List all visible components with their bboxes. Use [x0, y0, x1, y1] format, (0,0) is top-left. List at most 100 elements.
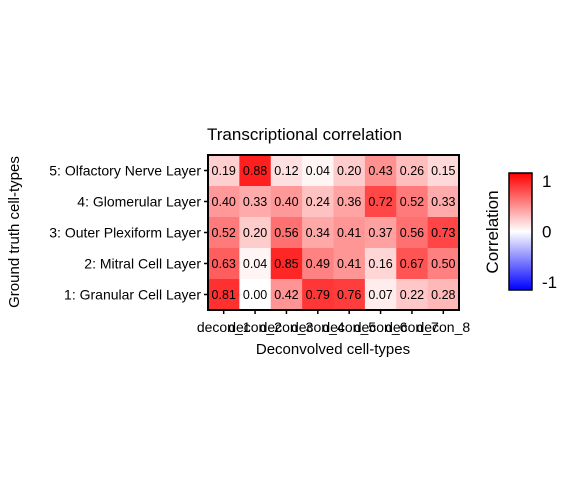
heatmap-cell [302, 279, 334, 311]
cell-value-label: 0.88 [243, 164, 267, 178]
heatmap-cell [427, 186, 460, 218]
x-tick-label: decon_5 [322, 319, 376, 335]
y-tick-label: 3: Outer Plexiform Layer [49, 225, 201, 241]
heatmap-cell [208, 186, 240, 218]
x-tick-label: decon_1 [197, 319, 251, 335]
x-tick-label: decon_4 [291, 319, 345, 335]
heatmap-cell [239, 155, 272, 187]
cell-value-label: 0.42 [274, 288, 298, 302]
cell-value-label: 0.15 [431, 164, 455, 178]
cell-value-label: 0.28 [431, 288, 455, 302]
heatmap-cell [364, 155, 397, 187]
heatmap-cell [239, 217, 272, 249]
heatmap-cell [270, 248, 303, 280]
cell-value-label: 0.04 [243, 257, 267, 271]
heatmap-cell [270, 217, 303, 249]
heatmap-cell [427, 279, 460, 311]
cell-value-label: 0.52 [400, 195, 424, 209]
cell-value-label: 0.81 [212, 288, 236, 302]
cell-value-label: 0.20 [337, 164, 361, 178]
heatmap-cell [208, 155, 240, 187]
y-axis-title: Ground truth cell-types [6, 156, 23, 308]
heatmap-cell [427, 155, 460, 187]
cell-value-label: 0.12 [274, 164, 298, 178]
heatmap-cell [208, 217, 240, 249]
heatmap-cell [396, 279, 429, 311]
heatmap-cell [364, 248, 397, 280]
cell-value-label: 0.40 [274, 195, 298, 209]
cell-value-label: 0.63 [212, 257, 236, 271]
cell-value-label: 0.56 [400, 226, 424, 240]
x-tick-label: decon_8 [416, 319, 470, 335]
cell-value-label: 0.67 [400, 257, 424, 271]
cell-value-label: 0.73 [431, 226, 455, 240]
cell-value-label: 0.36 [337, 195, 361, 209]
x-axis: decon_1decon_2decon_3decon_4decon_5decon… [197, 310, 470, 335]
heatmap-cell [427, 248, 460, 280]
y-tick-label: 2: Mitral Cell Layer [84, 256, 201, 272]
heatmap-cell [302, 248, 334, 280]
heatmap-cell [396, 217, 429, 249]
legend-tick-label: 0 [542, 223, 551, 242]
cell-value-label: 0.40 [212, 195, 236, 209]
heatmap-cell [396, 155, 429, 187]
cell-value-label: 0.43 [368, 164, 392, 178]
heatmap-cell [396, 248, 429, 280]
heatmap-cell [302, 186, 334, 218]
heatmap-cell [333, 248, 366, 280]
legend-ticks: 1 0 -1 [542, 172, 557, 292]
cell-value-label: 0.76 [337, 288, 361, 302]
heatmap-cell [239, 248, 272, 280]
cell-value-label: 0.19 [212, 164, 236, 178]
heatmap-cell-labels: 0.19 0.88 0.12 0.04 0.20 0.43 0.26 0.15 0.40 0.33… [212, 164, 456, 302]
cell-value-label: 0.07 [368, 288, 392, 302]
x-tick-label: decon_6 [354, 319, 408, 335]
cell-value-label: 0.26 [400, 164, 424, 178]
y-tick-label: 1: Granular Cell Layer [64, 287, 201, 303]
heatmap-cell [364, 279, 397, 311]
heatmap-cell [302, 155, 334, 187]
x-tick-label: decon_2 [228, 319, 282, 335]
cell-value-label: 0.37 [368, 226, 392, 240]
cell-value-label: 0.20 [243, 226, 267, 240]
cell-value-label: 0.00 [243, 288, 267, 302]
cell-value-label: 0.34 [306, 226, 330, 240]
cell-value-label: 0.49 [306, 257, 330, 271]
legend-tick-label: -1 [542, 273, 557, 292]
heatmap-cells [208, 155, 460, 311]
heatmap-cell [364, 186, 397, 218]
cell-value-label: 0.50 [431, 257, 455, 271]
cell-value-label: 0.33 [243, 195, 267, 209]
cell-value-label: 0.72 [368, 195, 392, 209]
x-axis-title: Deconvolved cell-types [256, 341, 410, 358]
heatmap-cell [333, 279, 366, 311]
heatmap-cell [364, 217, 397, 249]
heatmap-cell [239, 279, 272, 311]
x-tick-label: decon_7 [385, 319, 439, 335]
y-tick-label: 4: Glomerular Layer [77, 194, 201, 210]
heatmap-cell [333, 186, 366, 218]
legend-title: Correlation [483, 190, 502, 273]
heatmap-cell [302, 217, 334, 249]
cell-value-label: 0.79 [306, 288, 330, 302]
y-tick-label: 5: Olfactory Nerve Layer [49, 163, 201, 179]
heatmap-cell [208, 279, 240, 311]
heatmap-cell [270, 155, 303, 187]
color-legend: Correlation 1 0 -1 [483, 172, 557, 292]
heatmap-cell [333, 217, 366, 249]
heatmap-cell [270, 186, 303, 218]
cell-value-label: 0.52 [212, 226, 236, 240]
heatmap-cell [396, 186, 429, 218]
legend-color-bar [508, 172, 533, 291]
cell-value-label: 0.41 [337, 257, 361, 271]
heatmap-cell [427, 217, 460, 249]
cell-value-label: 0.22 [400, 288, 424, 302]
cell-value-label: 0.41 [337, 226, 361, 240]
cell-value-label: 0.33 [431, 195, 455, 209]
cell-value-label: 0.04 [306, 164, 330, 178]
y-axis: 5: Olfactory Nerve Layer 4: Glomerular La… [49, 163, 208, 303]
cell-value-label: 0.85 [274, 257, 298, 271]
heatmap-cell [270, 279, 303, 311]
cell-value-label: 0.16 [368, 257, 392, 271]
